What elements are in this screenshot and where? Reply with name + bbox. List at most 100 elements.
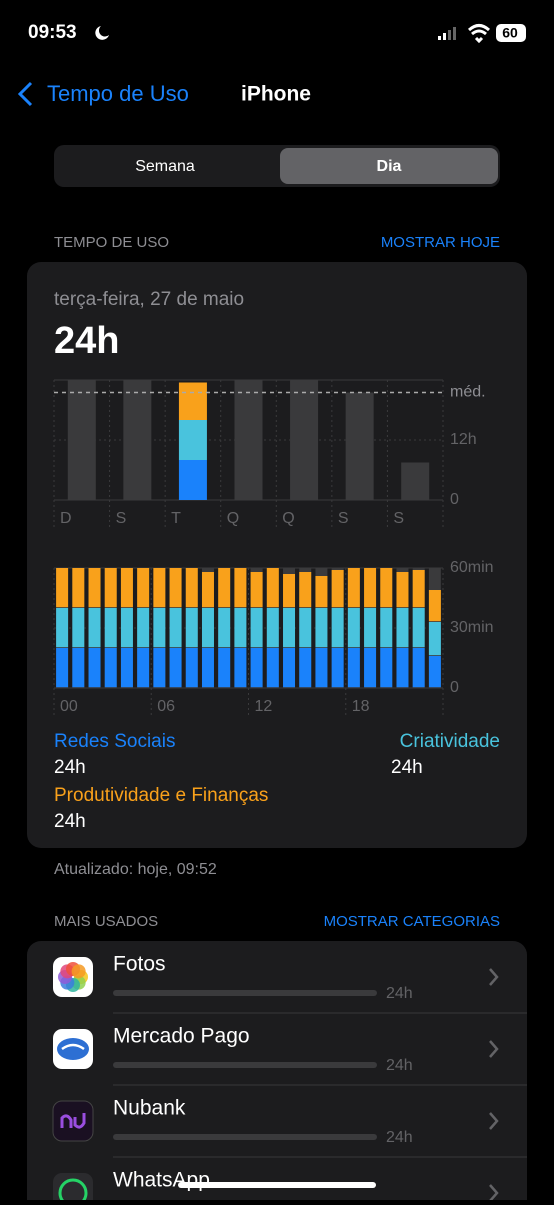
- bar-segment: [178, 420, 207, 460]
- bar-segment: [396, 648, 409, 688]
- bar-segment: [72, 648, 85, 688]
- bar-segment: [88, 648, 101, 688]
- bar: [401, 462, 430, 500]
- bar-segment: [201, 648, 214, 688]
- bar-segment: [88, 608, 101, 648]
- row-chevron[interactable]: [489, 1184, 499, 1202]
- app-name[interactable]: Fotos: [113, 953, 166, 976]
- home-indicator: [178, 1182, 376, 1188]
- legend-name: Redes Sociais: [54, 731, 175, 752]
- app-time: 24h: [386, 1057, 413, 1074]
- bar-segment: [428, 656, 441, 688]
- bar-segment: [331, 608, 344, 648]
- x-tick-label: Q: [282, 510, 294, 527]
- bar-segment: [218, 648, 231, 688]
- bar-segment: [380, 608, 393, 648]
- bar-segment: [169, 568, 182, 608]
- bar: [345, 392, 374, 500]
- segment[interactable]: Semana: [135, 158, 195, 175]
- wifi-icon: [467, 24, 491, 44]
- y-tick-label: 30min: [450, 619, 494, 636]
- bar: [234, 380, 263, 500]
- app-name[interactable]: Mercado Pago: [113, 1025, 250, 1048]
- clock: 09:53: [28, 22, 77, 43]
- average-label: méd.: [450, 384, 486, 401]
- bar-segment: [299, 608, 312, 648]
- bar: [67, 380, 96, 500]
- bar-segment: [315, 608, 328, 648]
- x-tick-label: Q: [227, 510, 239, 527]
- nav-title: iPhone: [241, 83, 311, 106]
- updated: Atualizado: hoje, 09:52: [54, 861, 217, 878]
- x-tick-label: 06: [157, 698, 175, 715]
- bar-segment: [120, 648, 133, 688]
- bar-segment: [178, 460, 207, 500]
- row-chevron[interactable]: [489, 1112, 499, 1130]
- bar-segment: [234, 608, 247, 648]
- bar-segment: [201, 608, 214, 648]
- bar-segment: [218, 568, 231, 608]
- segment[interactable]: Dia: [377, 158, 402, 175]
- app-icon: [52, 1100, 94, 1142]
- section-label: MAIS USADOS: [54, 913, 158, 930]
- bar-segment: [347, 608, 360, 648]
- legend-total: 24h: [391, 757, 423, 778]
- bar-segment: [56, 608, 69, 648]
- date: terça-feira, 27 de maio: [54, 289, 244, 310]
- bar-segment: [153, 568, 166, 608]
- bar-segment: [380, 648, 393, 688]
- row-chevron[interactable]: [489, 968, 499, 986]
- usage-bar: [113, 1062, 377, 1068]
- bar-segment: [347, 568, 360, 608]
- x-tick-label: D: [60, 510, 72, 527]
- app-name[interactable]: WhatsApp: [113, 1169, 210, 1192]
- bar-segment: [178, 382, 207, 420]
- back-button[interactable]: Tempo de Uso: [47, 81, 189, 106]
- bar-segment: [104, 568, 117, 608]
- app-name[interactable]: Nubank: [113, 1097, 186, 1120]
- bar-segment: [185, 608, 198, 648]
- bar-segment: [380, 568, 393, 608]
- bar-segment: [315, 576, 328, 608]
- legend-name: Produtividade e Finanças: [54, 785, 268, 806]
- bar-segment: [283, 648, 296, 688]
- total-time: 24h: [54, 320, 119, 362]
- section-action[interactable]: MOSTRAR CATEGORIAS: [324, 913, 500, 930]
- bar-segment: [412, 570, 425, 608]
- segment-selected: [280, 148, 498, 184]
- bar-segment: [88, 568, 101, 608]
- bar-segment: [250, 648, 263, 688]
- bar-segment: [234, 648, 247, 688]
- bar-segment: [412, 648, 425, 688]
- bar-segment: [120, 608, 133, 648]
- bar-segment: [315, 648, 328, 688]
- x-tick-label: T: [171, 510, 181, 527]
- bar-segment: [331, 570, 344, 608]
- bar-segment: [250, 608, 263, 648]
- section-action[interactable]: MOSTRAR HOJE: [381, 234, 500, 251]
- bar-segment: [396, 608, 409, 648]
- usage-bar: [113, 1134, 377, 1140]
- section-label: TEMPO DE USO: [54, 234, 169, 251]
- row-chevron[interactable]: [489, 1040, 499, 1058]
- y-tick-label: 60min: [450, 559, 494, 576]
- bar: [290, 380, 319, 500]
- x-tick-label: S: [338, 510, 349, 527]
- moon-icon: [95, 26, 109, 40]
- bar-segment: [283, 574, 296, 608]
- legend-name: Criatividade: [400, 731, 500, 752]
- bar-segment: [331, 648, 344, 688]
- back-chevron[interactable]: [17, 81, 33, 107]
- bar-segment: [137, 568, 150, 608]
- bar-segment: [153, 648, 166, 688]
- legend-total: 24h: [54, 811, 86, 832]
- x-tick-label: S: [116, 510, 127, 527]
- bar-segment: [137, 648, 150, 688]
- bar-segment: [428, 590, 441, 622]
- legend-total: 24h: [54, 757, 86, 778]
- x-tick-label: 00: [60, 698, 78, 715]
- signal-icon: [438, 27, 456, 40]
- y-tick-label: 0: [450, 491, 459, 508]
- bar-segment: [266, 568, 279, 608]
